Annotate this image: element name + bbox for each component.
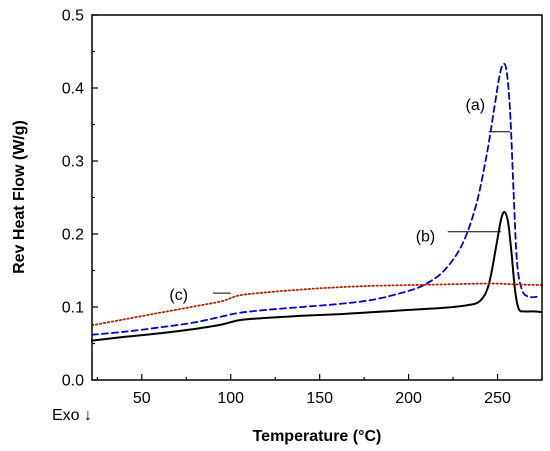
y-tick-label: 0.2 [62,227,84,244]
y-axis-ticks: 0.0 0.1 0.2 0.3 0.4 0.5 [62,8,98,390]
series-label-b: (b) [416,228,436,245]
x-tick-label: 50 [133,390,151,407]
series-line-b [91,211,543,342]
x-tick-label: 150 [306,390,333,407]
series-label-c: (c) [169,287,188,304]
series-label-a: (a) [466,97,486,114]
y-tick-label: 0.5 [62,8,84,25]
y-tick-label: 0.4 [62,81,84,98]
x-tick-label: 250 [484,390,511,407]
x-axis-ticks: 50 100 150 200 250 [96,374,543,407]
annotations: (a) (b) (c) [169,97,510,304]
y-tick-label: 0.1 [62,300,84,317]
y-tick-label: 0.0 [62,373,84,390]
series-line-c [91,282,543,327]
y-tick-label: 0.3 [62,154,84,171]
x-tick-label: 200 [395,390,422,407]
plot-lines [91,62,543,342]
x-tick-label: 100 [217,390,244,407]
exo-direction-note: Exo ↓ [52,407,92,424]
x-axis-title: Temperature (°C) [253,428,382,445]
y-axis-title: Rev Heat Flow (W/g) [11,120,28,274]
series-line-a [91,62,538,336]
